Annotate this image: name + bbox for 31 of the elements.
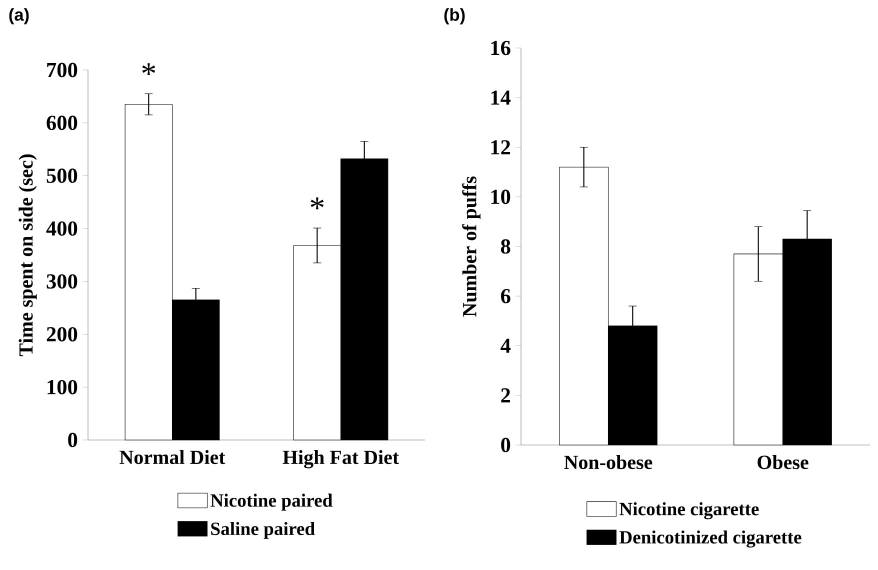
annotation: * [310, 197, 324, 210]
y-tick-label: 300 [46, 274, 78, 289]
x-tick-label: High Fat Diet [282, 450, 399, 468]
y-tick-label: 200 [46, 327, 78, 342]
y-tick-label: 100 [48, 380, 78, 394]
y-tick-label: 0 [68, 432, 78, 448]
y-tick-label: 4 [500, 338, 511, 353]
y-tick-label: 10 [491, 190, 510, 204]
annotation: * [142, 63, 156, 75]
y-tick-label: 16 [491, 40, 510, 56]
y-tick-label: 8 [501, 239, 510, 254]
y-axis-title: Time spent on side (sec) [18, 154, 37, 356]
chart-title: (b) [444, 8, 465, 24]
y-tick-label: 2 [501, 388, 510, 402]
legend-label: Saline paired [211, 522, 315, 539]
chart-title: (a) [9, 8, 29, 24]
y-tick-label: 500 [46, 168, 78, 183]
x-tick-label: Obese [758, 455, 808, 470]
y-tick-label: 400 [46, 221, 78, 236]
y-tick-label: 14 [491, 90, 511, 105]
y-tick-label: 6 [501, 288, 510, 304]
y-tick-label: 0 [501, 438, 510, 452]
legend-label: Denicotinized cigarette [619, 530, 802, 548]
x-tick-label: Normal Diet [120, 450, 226, 464]
y-axis-title: Number of puffs [462, 176, 480, 317]
legend-label: Nicotine cigarette [619, 502, 759, 520]
x-tick-label: Non-obese [564, 455, 652, 470]
y-tick-label: 600 [46, 116, 78, 130]
legend-label: Nicotine paired [210, 494, 333, 511]
y-tick-label: 700 [47, 62, 78, 78]
y-tick-label: 12 [491, 140, 510, 154]
